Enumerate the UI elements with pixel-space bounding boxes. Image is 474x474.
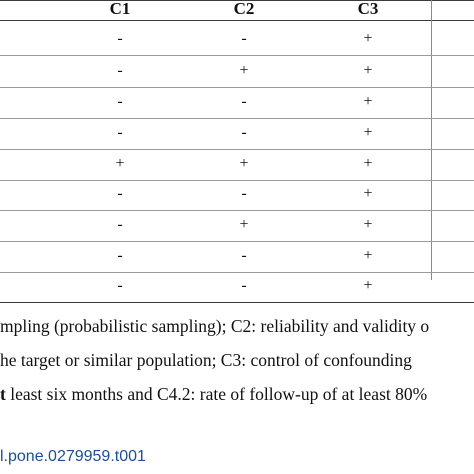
cell-r2-c1: - [117,62,123,79]
cell-r6-c2: - [241,185,247,202]
cell-r1-c1: - [117,30,123,47]
cell-r5-c3: + [363,155,373,172]
cell-r2-c3: + [363,62,373,79]
cell-r7-c1: - [117,216,123,233]
row-rule [0,180,474,181]
cell-r4-c2: - [241,124,247,141]
table-bottom-rule [0,302,474,303]
cell-r1-c2: - [241,30,247,47]
footnote-line-3-text: least six months and C4.2: rate of follo… [5,384,428,404]
row-rule [0,210,474,211]
row-rule [0,272,474,273]
cell-r8-c3: + [363,247,373,264]
row-rule [0,149,474,150]
cell-r1-c3: + [363,30,373,47]
cell-r9-c3: + [363,277,373,294]
row-rule [0,55,474,56]
column-divider [431,0,432,280]
cell-r7-c2: + [239,216,249,233]
cell-r5-c1: + [115,155,125,172]
column-header-c3: C3 [357,0,379,18]
cell-r3-c3: + [363,93,373,110]
footnote-line-3: t least six months and C4.2: rate of fol… [0,383,427,405]
cell-r9-c1: - [117,277,123,294]
cell-r8-c1: - [117,247,123,264]
cell-r8-c2: - [241,247,247,264]
footnote-line-2: he target or similar population; C3: con… [0,350,412,370]
doi-link[interactable]: l.pone.0279959.t001 [0,448,146,465]
header-rule [0,20,474,21]
row-rule [0,241,474,242]
column-header-c1: C1 [109,0,131,18]
cell-r5-c2: + [239,155,249,172]
cell-r2-c2: + [239,62,249,79]
row-rule [0,118,474,119]
cell-r6-c3: + [363,185,373,202]
row-rule [0,87,474,88]
table-top-rule [0,0,474,1]
cell-r7-c3: + [363,216,373,233]
cell-r3-c1: - [117,93,123,110]
footnote-line-1: mpling (probabilistic sampling); C2: rel… [0,316,430,336]
column-header-c2: C2 [233,0,255,18]
cell-r9-c2: - [241,277,247,294]
footnote-line-3-bold: t [0,384,6,404]
cell-r6-c1: - [117,185,123,202]
cell-r4-c3: + [363,124,373,141]
cell-r3-c2: - [241,93,247,110]
cell-r4-c1: - [117,124,123,141]
